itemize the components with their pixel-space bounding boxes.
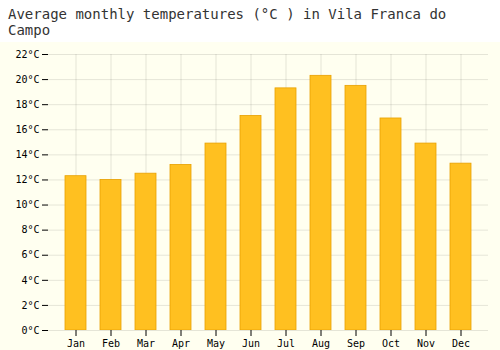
svg-text:Jan: Jan	[67, 338, 85, 349]
svg-text:Nov: Nov	[417, 338, 435, 349]
svg-text:Oct: Oct	[382, 338, 400, 349]
svg-text:2°C: 2°C	[21, 300, 39, 311]
svg-text:Feb: Feb	[102, 338, 120, 349]
svg-text:8°C: 8°C	[21, 224, 39, 235]
svg-text:12°C: 12°C	[15, 174, 39, 185]
svg-text:Jul: Jul	[277, 338, 295, 349]
svg-text:0°C: 0°C	[21, 325, 39, 336]
svg-text:6°C: 6°C	[21, 249, 39, 260]
svg-text:22°C: 22°C	[15, 49, 39, 60]
svg-text:Apr: Apr	[172, 338, 190, 349]
svg-text:Dec: Dec	[452, 338, 470, 349]
svg-text:20°C: 20°C	[15, 74, 39, 85]
svg-text:10°C: 10°C	[15, 199, 39, 210]
svg-text:4°C: 4°C	[21, 275, 39, 286]
svg-text:May: May	[207, 338, 225, 349]
svg-text:14°C: 14°C	[15, 149, 39, 160]
svg-text:Jun: Jun	[242, 338, 260, 349]
svg-text:Mar: Mar	[137, 338, 155, 349]
svg-text:16°C: 16°C	[15, 124, 39, 135]
svg-text:18°C: 18°C	[15, 99, 39, 110]
html-text:Average monthly temperatures (: Average monthly temperatures (°C ) in Vi…	[8, 6, 447, 38]
svg-text:Sep: Sep	[347, 338, 365, 349]
svg-text:Aug: Aug	[312, 338, 330, 349]
